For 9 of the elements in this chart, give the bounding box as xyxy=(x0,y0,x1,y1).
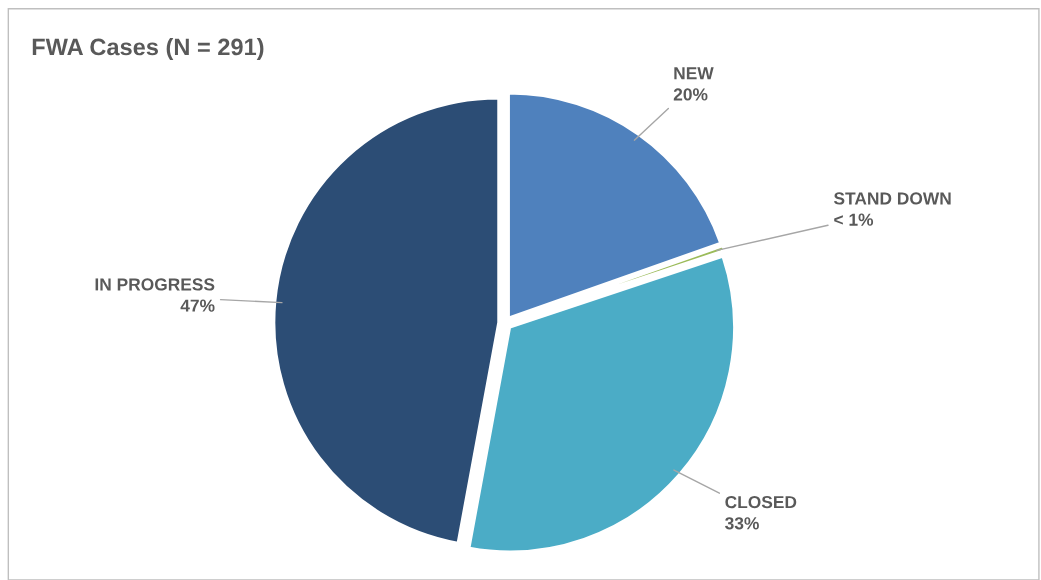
data-label: < 1% xyxy=(834,213,874,226)
chart-title: FWA Cases (N = 291) xyxy=(32,37,264,60)
slice-label: CLOSED xyxy=(725,495,797,509)
data-label: 47% xyxy=(180,299,215,312)
data-label: 20% xyxy=(673,88,708,101)
slice-label: IN PROGRESS xyxy=(95,278,215,291)
slice-label: STAND DOWN xyxy=(833,192,951,205)
slice-label: NEW xyxy=(674,67,714,80)
data-label: 33% xyxy=(725,517,759,530)
